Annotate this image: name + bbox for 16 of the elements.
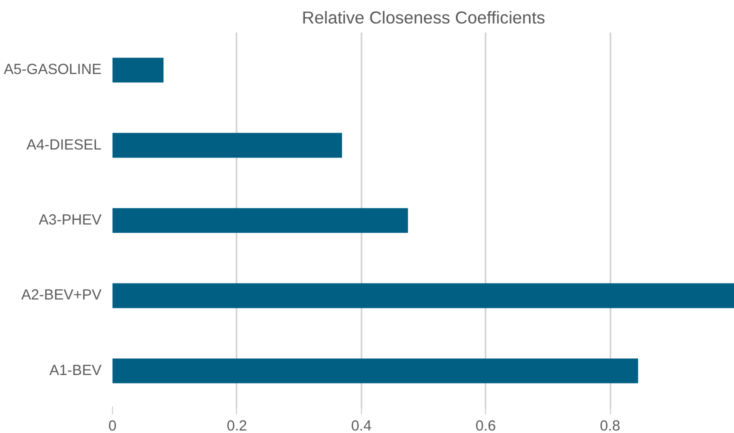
y-tick-label: A2-BEV+PV xyxy=(21,288,102,304)
x-tick-label: 0.8 xyxy=(600,418,620,433)
bar xyxy=(112,132,342,158)
bar xyxy=(112,58,164,83)
bar xyxy=(112,358,638,384)
y-tick-label: A5-GASOLINE xyxy=(4,62,102,78)
y-tick-label: A1-BEV xyxy=(49,362,102,379)
x-tick-label: 0.6 xyxy=(476,418,496,433)
x-tick-label: 0.4 xyxy=(351,418,372,433)
chart-title: Relative Closeness Coefficients xyxy=(302,8,546,28)
bar xyxy=(112,283,734,308)
y-tick-label: A4-DIESEL xyxy=(26,137,102,154)
y-tick-label: A3-PHEV xyxy=(38,212,102,228)
bar xyxy=(112,208,408,233)
x-tick-label: 0.2 xyxy=(226,418,248,433)
x-tick-label: 0 xyxy=(108,418,117,433)
